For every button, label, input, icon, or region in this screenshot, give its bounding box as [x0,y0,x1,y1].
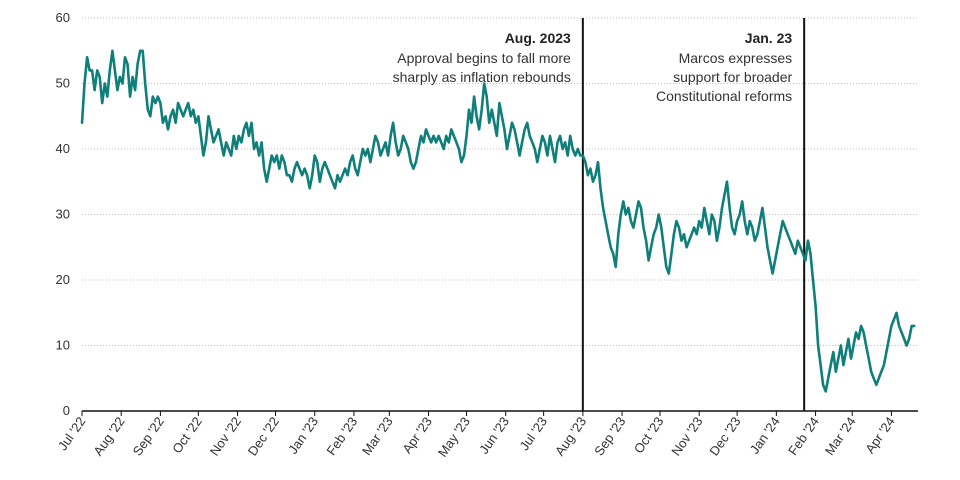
x-tick-label: Dec '23 [706,414,743,458]
annotation-text-1: Approval begins to fall more [397,50,571,66]
x-tick-label: Sep '23 [591,414,628,458]
x-tick-label: Dec '22 [245,414,282,458]
x-tick-label: Feb '24 [785,414,822,458]
y-tick-label: 20 [56,272,70,287]
series-layer [80,49,916,393]
x-tick-label: Apr '24 [862,414,898,456]
annotation-text-2: Constitutional reforms [656,88,792,104]
x-tick-label: Sep '22 [130,414,167,458]
x-tick-label: Oct '22 [169,414,205,456]
gridlines [82,17,918,346]
x-tick-label: Oct '23 [631,414,667,456]
y-tick-label: 30 [56,207,70,222]
x-tick-label: Feb '23 [323,414,360,458]
annotation-lines [581,18,806,411]
annotation-text-2: Marcos expresses [679,50,793,66]
x-tick-label: Jul '22 [55,414,89,453]
x-tick-label: Mar '23 [359,414,396,458]
x-tick-label: Apr '23 [399,414,435,456]
y-tick-label: 10 [56,338,70,353]
y-tick-label: 40 [56,141,70,156]
y-tick-label: 0 [63,403,70,418]
annotation-title-1: Aug. 2023 [505,30,571,46]
y-axis-ticks: 0 10 20 30 40 50 60 [56,10,70,418]
x-axis-ticks: Jul '22 Aug '22 Sep '22 Oct '22 Nov '22 Dec '… [55,411,898,460]
x-tick-label: Jan '23 [285,414,321,457]
x-tick-label: Aug '22 [90,414,127,458]
x-tick-label: Nov '22 [207,414,244,458]
annotation-text-1: sharply as inflation rebounds [393,69,571,85]
x-tick-label: Jul '23 [516,414,550,453]
x-tick-label: Mar '24 [822,414,859,458]
annotation-text-2: support for broader [673,69,792,85]
y-tick-label: 60 [56,10,70,25]
x-tick-label: May '23 [435,414,473,460]
x-tick-label: Aug '23 [552,414,589,458]
annotation-labels: Aug. 2023 Approval begins to fall more sha… [393,30,793,104]
x-tick-label: Jan '24 [747,414,783,457]
annotation-title-2: Jan. 23 [745,30,793,46]
approval-series-line [80,49,916,393]
x-tick-label: Nov '23 [668,414,705,458]
y-tick-label: 50 [56,76,70,91]
x-tick-label: Jun '23 [476,414,512,457]
